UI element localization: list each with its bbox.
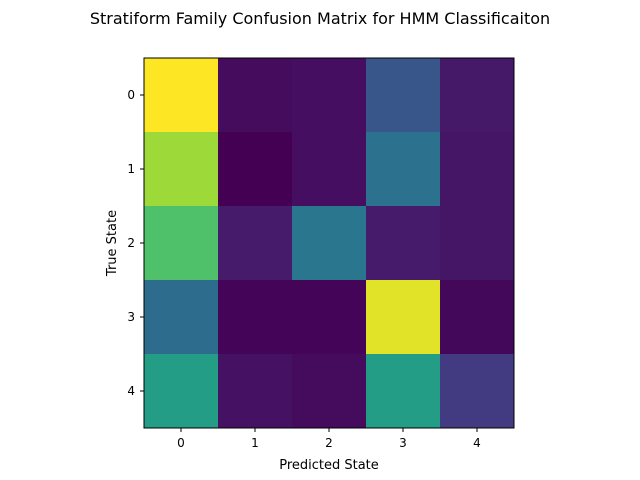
heatmap-cell-r2-c1 bbox=[218, 206, 293, 281]
heatmap-cell-r3-c4 bbox=[440, 280, 515, 355]
axis-ticks: 0 1 2 3 4 0 1 2 3 4 bbox=[127, 88, 480, 450]
heatmap-cell-r4-c3 bbox=[366, 354, 441, 429]
heatmap-cell-r3-c0 bbox=[144, 280, 219, 355]
heatmap-cell-r1-c1 bbox=[218, 132, 293, 207]
heatmap-cell-r2-c4 bbox=[440, 206, 515, 281]
heatmap-cell-r1-c0 bbox=[144, 132, 219, 207]
y-tick-label-1: 1 bbox=[127, 162, 135, 176]
y-tick-label-0: 0 bbox=[127, 88, 135, 102]
heatmap-cell-r0-c2 bbox=[292, 58, 367, 133]
heatmap-cell-r3-c1 bbox=[218, 280, 293, 355]
y-tick-label-2: 2 bbox=[127, 236, 135, 250]
heatmap-cell-r0-c3 bbox=[366, 58, 441, 133]
heatmap-cell-r0-c4 bbox=[440, 58, 515, 133]
x-tick-label-4: 4 bbox=[473, 436, 481, 450]
x-tick-label-0: 0 bbox=[177, 436, 185, 450]
heatmap-cell-r4-c1 bbox=[218, 354, 293, 429]
heatmap-cell-r2-c0 bbox=[144, 206, 219, 281]
heatmap-cell-r2-c3 bbox=[366, 206, 441, 281]
heatmap-cell-r4-c0 bbox=[144, 354, 219, 429]
x-axis-label: Predicted State bbox=[279, 458, 379, 473]
y-axis-label: True State bbox=[105, 210, 120, 277]
heatmap-cell-r1-c4 bbox=[440, 132, 515, 207]
y-tick-label-4: 4 bbox=[127, 384, 135, 398]
heatmap-cell-r0-c1 bbox=[218, 58, 293, 133]
chart-title: Stratiform Family Confusion Matrix for H… bbox=[90, 9, 550, 28]
x-tick-label-2: 2 bbox=[325, 436, 333, 450]
heatmap-cells bbox=[144, 58, 515, 429]
x-tick-label-3: 3 bbox=[399, 436, 407, 450]
heatmap-cell-r4-c2 bbox=[292, 354, 367, 429]
heatmap-cell-r2-c2 bbox=[292, 206, 367, 281]
heatmap-cell-r1-c3 bbox=[366, 132, 441, 207]
y-tick-label-3: 3 bbox=[127, 310, 135, 324]
x-tick-label-1: 1 bbox=[251, 436, 259, 450]
heatmap-cell-r0-c0 bbox=[144, 58, 219, 133]
heatmap-cell-r4-c4 bbox=[440, 354, 515, 429]
heatmap-cell-r3-c3 bbox=[366, 280, 441, 355]
heatmap-cell-r1-c2 bbox=[292, 132, 367, 207]
heatmap-cell-r3-c2 bbox=[292, 280, 367, 355]
